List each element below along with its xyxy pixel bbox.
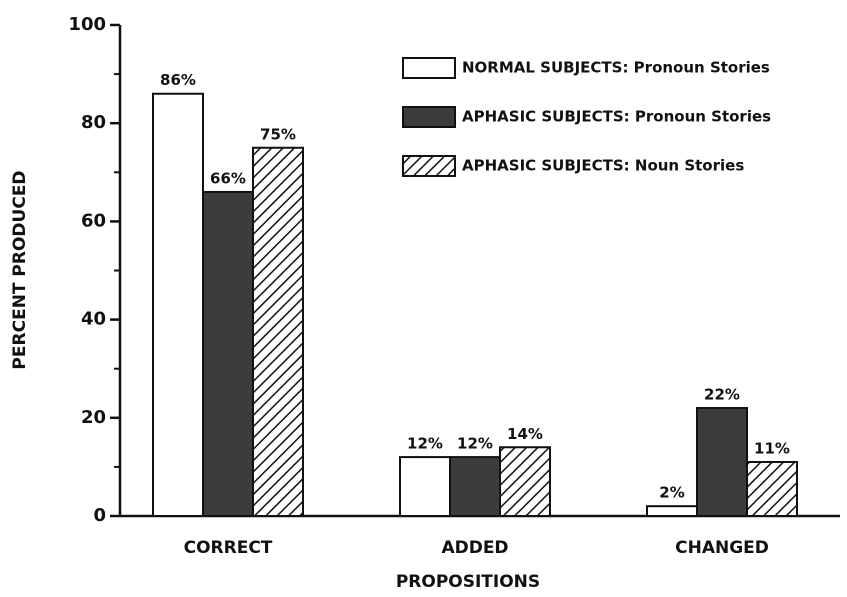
y-tick-label: 40	[81, 309, 106, 330]
bar	[696, 406, 748, 518]
data-label: 22%	[704, 385, 740, 403]
y-tick-label: 0	[93, 505, 106, 526]
data-label: 11%	[754, 439, 790, 457]
data-label: 66%	[210, 169, 246, 187]
x-tick-label: ADDED	[441, 538, 508, 558]
legend-swatch	[402, 155, 456, 177]
bar	[646, 505, 698, 517]
y-tick-label: 60	[81, 210, 106, 231]
y-tick-label: 80	[81, 112, 106, 133]
data-label: 86%	[160, 71, 196, 89]
legend-swatch	[402, 106, 456, 128]
bar	[252, 146, 304, 517]
bar	[202, 190, 254, 517]
y-tick-label: 100	[68, 14, 106, 35]
data-label: 12%	[407, 435, 443, 453]
x-tick-label: CHANGED	[675, 538, 769, 558]
data-label: 2%	[659, 484, 684, 502]
data-label: 12%	[457, 435, 493, 453]
x-tick-label: CORRECT	[184, 538, 273, 558]
x-axis-label: PROPOSITIONS	[396, 572, 540, 592]
y-tick-label: 20	[81, 407, 106, 428]
legend-swatch	[402, 57, 456, 79]
legend-label: APHASIC SUBJECTS: Noun Stories	[462, 157, 744, 175]
bar	[449, 456, 501, 517]
bar	[499, 446, 551, 518]
bar	[399, 456, 451, 517]
data-label: 75%	[260, 125, 296, 143]
legend-label: APHASIC SUBJECTS: Pronoun Stories	[462, 108, 771, 126]
bar	[746, 460, 798, 517]
data-label: 14%	[507, 425, 543, 443]
legend-label: NORMAL SUBJECTS: Pronoun Stories	[462, 59, 770, 77]
bar	[152, 92, 204, 518]
y-axis-label: PERCENT PRODUCED	[10, 170, 30, 369]
